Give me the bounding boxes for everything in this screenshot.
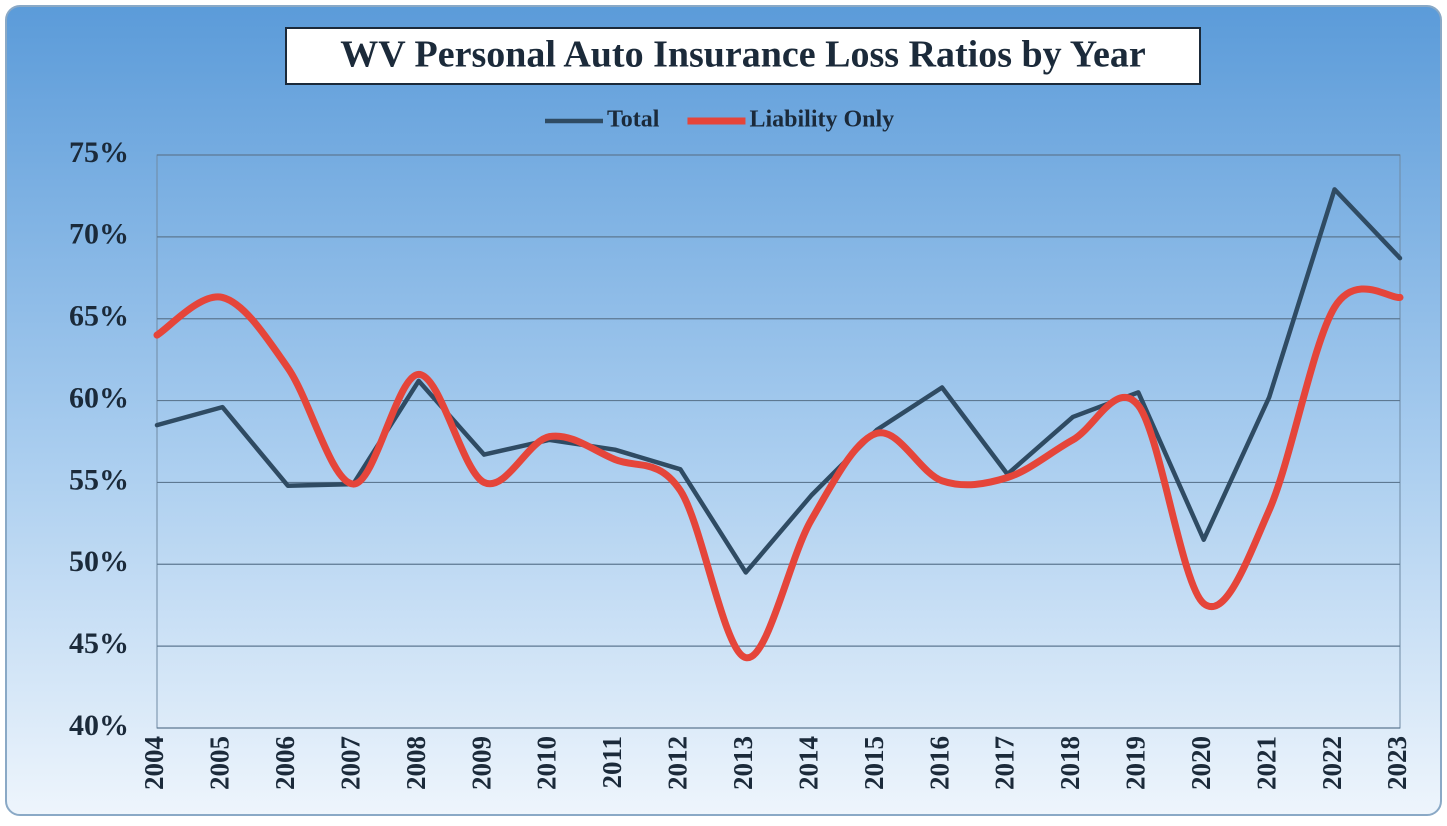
x-tick-label: 2004	[139, 736, 169, 790]
x-tick-label: 2014	[793, 736, 823, 790]
y-tick-label: 65%	[69, 300, 129, 333]
y-tick-label: 45%	[69, 627, 129, 660]
x-tick-label: 2016	[924, 736, 954, 790]
x-tick-label: 2010	[532, 736, 562, 790]
x-tick-label: 2015	[859, 736, 889, 790]
series-line	[154, 187, 1403, 575]
y-tick-label: 70%	[69, 218, 129, 251]
x-tick-label: 2023	[1382, 736, 1412, 790]
x-tick-label: 2012	[663, 736, 693, 790]
x-tick-label: 2013	[728, 736, 758, 790]
legend-label: Liability Only	[749, 107, 894, 133]
x-tick-label: 2007	[335, 736, 365, 790]
x-tick-label: 2008	[401, 736, 431, 790]
x-tick-label: 2011	[597, 736, 627, 789]
y-tick-label: 75%	[69, 136, 129, 169]
y-tick-label: 50%	[69, 545, 129, 578]
chart-background	[5, 5, 1442, 816]
x-tick-label: 2020	[1186, 736, 1216, 790]
title-box	[285, 27, 1201, 85]
series-line	[153, 285, 1404, 662]
x-tick-label: 2019	[1121, 736, 1151, 790]
x-tick-label: 2021	[1251, 736, 1281, 790]
x-tick-label: 2022	[1317, 736, 1347, 790]
y-tick-label: 40%	[69, 709, 129, 742]
legend-label: Total	[607, 107, 660, 133]
y-tick-label: 55%	[69, 463, 129, 496]
x-tick-label: 2006	[270, 736, 300, 790]
x-tick-label: 2005	[205, 736, 235, 790]
x-tick-label: 2018	[1055, 736, 1085, 790]
x-tick-label: 2017	[990, 736, 1020, 790]
x-tick-label: 2009	[466, 736, 496, 790]
chart-title: WV Personal Auto Insurance Loss Ratios b…	[340, 34, 1146, 76]
y-tick-label: 60%	[69, 381, 129, 414]
